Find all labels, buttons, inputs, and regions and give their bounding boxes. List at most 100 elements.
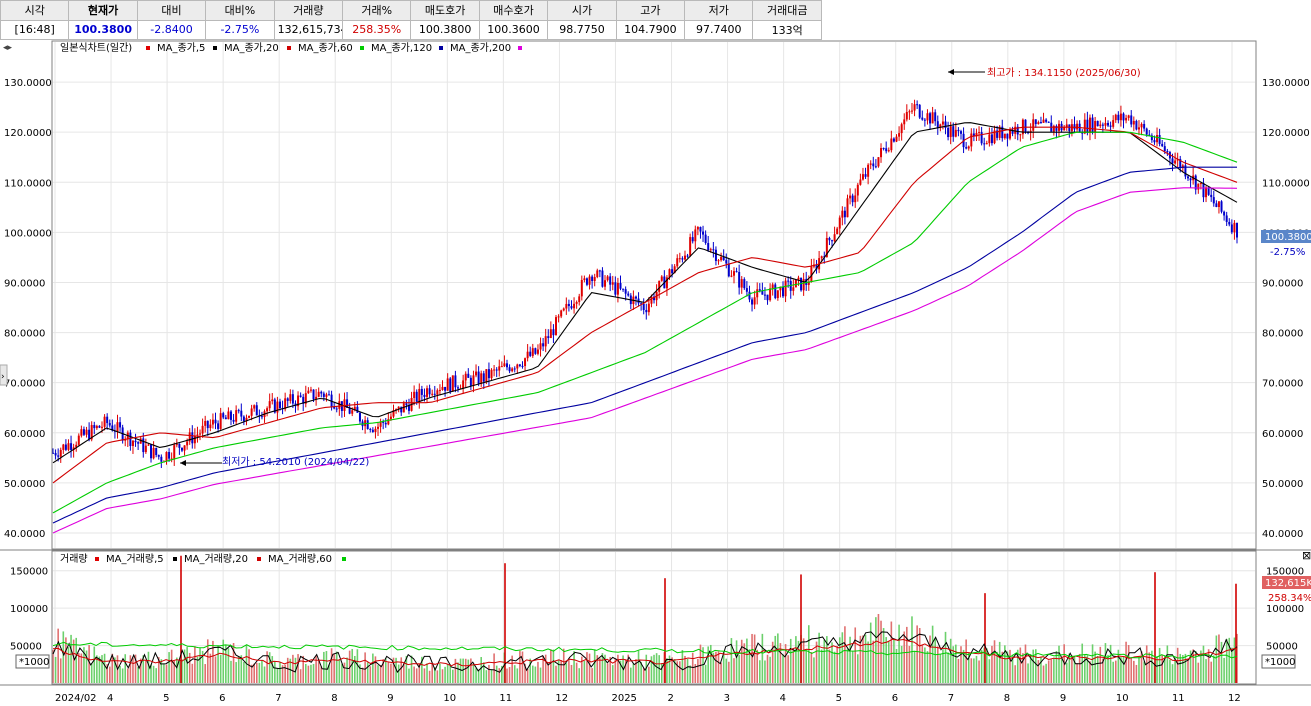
last-volume-marker: 132,615K 258.34% [1262, 576, 1311, 604]
candle-body [1076, 123, 1079, 130]
candle-body [1083, 119, 1086, 134]
candle-body [686, 255, 689, 257]
candle-body [913, 104, 916, 111]
price-ma-extra-line [52, 187, 1238, 534]
candle-body [338, 401, 341, 409]
candle-body [255, 405, 258, 416]
value-change: -2.8400 [136, 19, 207, 40]
candle-body [1163, 146, 1166, 152]
scroll-arrows-icon[interactable]: ◂▸ [3, 43, 13, 53]
ma120-label: MA_종가,120 [371, 42, 432, 54]
high-annotation: 최고가 : 134.1150 (2025/06/30) [948, 67, 1141, 79]
candle-body [614, 282, 617, 295]
candle-body [1220, 201, 1223, 212]
candle-body [111, 425, 114, 431]
candle-body [1001, 126, 1004, 139]
volume-y-tick-left: 50000 [10, 642, 42, 653]
candle-body [333, 406, 336, 409]
last-price-box [1261, 230, 1311, 243]
header-volume: 거래량 [273, 0, 344, 21]
candle-body [1003, 133, 1006, 139]
candle-body [1140, 123, 1143, 128]
candle-body [529, 351, 532, 356]
candle-body [369, 428, 372, 430]
candle-body [472, 375, 475, 386]
date-x-tick: 2 [668, 693, 674, 704]
volume-unit-right: *1000 [1265, 657, 1295, 668]
candle-body [869, 163, 872, 165]
stock-chart[interactable]: 40.0000 40.0000 50.0000 50.0000 60.0000 60.00… [0, 40, 1311, 706]
volume-unit-box-left [15, 654, 50, 669]
candle-body [880, 148, 883, 158]
candle-body [936, 121, 939, 128]
candle-body [941, 121, 944, 125]
candle-body [805, 278, 808, 285]
candle-body [1161, 143, 1164, 147]
candle-body [407, 405, 410, 411]
header-ask: 매도호가 [410, 0, 480, 21]
candle-body [219, 413, 222, 429]
candle-body [732, 271, 735, 276]
candle-body [843, 210, 846, 218]
date-x-tick: 11 [499, 693, 512, 704]
candle-body [1101, 124, 1104, 126]
date-x-tick: 4 [107, 693, 113, 704]
candle-body [1145, 128, 1148, 135]
candle-body [588, 276, 591, 285]
candle-body [191, 432, 194, 444]
ma60-label: MA_종가,60 [298, 42, 353, 54]
candle-body [485, 369, 488, 382]
candle-body [511, 368, 514, 372]
vol-ma20-swatch [173, 557, 177, 561]
candle-body [758, 289, 761, 291]
candle-body [949, 126, 952, 138]
ma-extra-swatch [518, 46, 522, 50]
close-volume-panel-icon[interactable]: ⊠ [1302, 549, 1311, 562]
date-x-tick: 11 [1172, 693, 1185, 704]
candle-body [217, 423, 220, 429]
side-expand-icon[interactable]: › [1, 372, 5, 382]
candle-body [222, 413, 225, 418]
candle-body [536, 349, 539, 354]
header-high: 고가 [615, 0, 686, 21]
candle-body [1207, 187, 1210, 195]
candle-body [1194, 175, 1197, 190]
header-current-price: 현재가 [68, 0, 138, 21]
candle-body [90, 425, 93, 440]
candle-body [253, 405, 256, 409]
candle-body [640, 303, 643, 305]
candle-body [583, 278, 586, 280]
candle-body [895, 136, 898, 142]
candle-body [67, 443, 70, 450]
candle-body [307, 390, 310, 394]
price-y-tick-left: 40.0000 [4, 529, 45, 540]
candle-body [903, 119, 906, 125]
candle-body [598, 270, 601, 272]
value-high: 104.7900 [615, 19, 686, 40]
candle-body [1081, 132, 1084, 134]
candle-body [173, 445, 176, 459]
candle-body [397, 406, 400, 410]
candle-body [377, 426, 380, 429]
side-expand-handle[interactable] [0, 364, 8, 386]
volume-y-axis: 50000 50000 100000 100000 150000 150000 [10, 567, 1304, 653]
candle-body [952, 126, 955, 137]
candle-body [250, 408, 253, 416]
candle-body [82, 429, 85, 435]
candle-body [756, 289, 759, 298]
candle-body [157, 455, 160, 457]
candle-body [371, 429, 374, 432]
price-y-tick-right: 40.0000 [1262, 529, 1303, 540]
candle-body [846, 198, 849, 218]
candle-body [508, 367, 511, 372]
candle-body [696, 227, 699, 230]
candle-body [1158, 135, 1161, 144]
candle-body [420, 388, 423, 395]
candle-body [604, 280, 607, 287]
volume-legend-title: 거래량 [60, 553, 88, 565]
value-change-pct: -2.75% [205, 19, 275, 40]
candle-body [348, 407, 351, 414]
price-y-tick-left: 70.0000 [4, 379, 45, 390]
candle-body [59, 449, 62, 457]
candle-body [438, 389, 441, 391]
